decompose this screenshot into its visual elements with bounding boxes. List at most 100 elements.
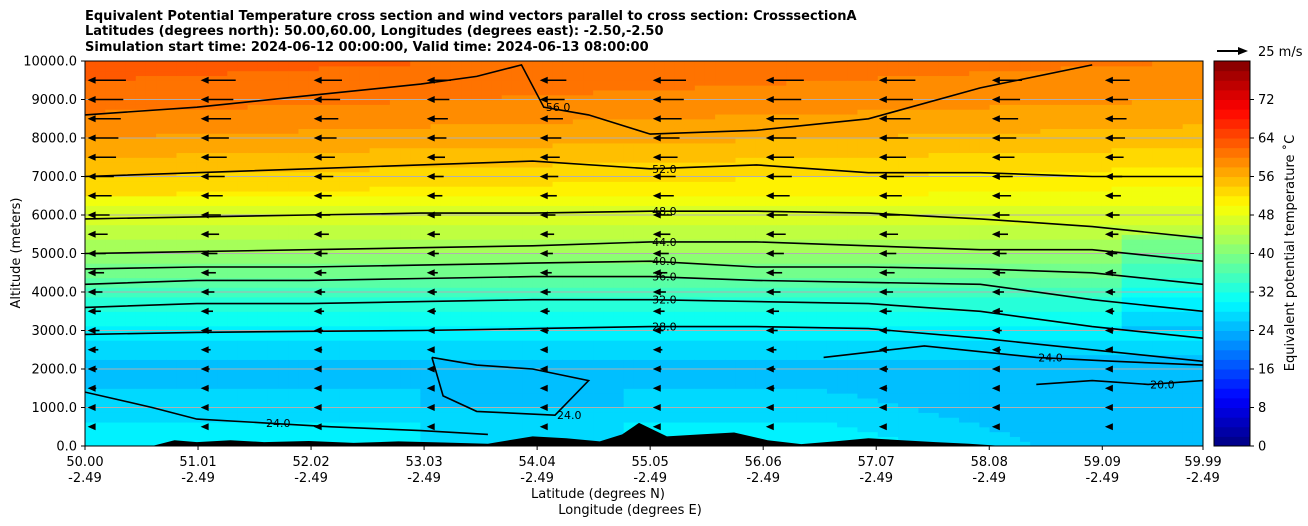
field-cell: [511, 421, 523, 428]
field-cell: [166, 436, 178, 442]
field-cell: [440, 123, 452, 129]
field-cell: [196, 369, 208, 375]
field-cell: [389, 89, 401, 96]
field-cell: [298, 147, 310, 154]
field-cell: [379, 272, 391, 279]
field-cell: [288, 229, 300, 235]
field-cell: [257, 219, 269, 226]
field-cell: [715, 325, 726, 332]
field-cell: [125, 397, 137, 404]
field-cell: [339, 99, 350, 105]
field-cell: [440, 393, 452, 399]
field-cell: [379, 138, 391, 144]
field-cell: [420, 431, 432, 437]
field-cell: [532, 253, 543, 259]
field-cell: [552, 369, 564, 375]
field-cell: [278, 359, 289, 365]
field-cell: [501, 340, 513, 346]
field-cell: [328, 325, 340, 332]
field-cell: [145, 104, 157, 110]
field-cell: [328, 118, 340, 125]
field-cell: [532, 75, 543, 81]
field-cell: [95, 65, 106, 72]
field-cell: [400, 118, 411, 125]
field-cell: [115, 373, 127, 380]
field-cell: [227, 388, 239, 394]
field-cell: [522, 320, 533, 327]
field-cell: [278, 152, 289, 158]
field-cell: [481, 181, 493, 187]
field-cell: [369, 162, 381, 168]
field-cell: [135, 219, 147, 226]
field-cell: [278, 325, 289, 332]
field-cell: [379, 133, 391, 139]
field-cell: [471, 171, 482, 178]
field-cell: [379, 325, 391, 332]
field-cell: [491, 378, 503, 385]
field-cell: [135, 364, 147, 370]
field-cell: [196, 253, 208, 259]
field-cell: [471, 344, 482, 351]
field-cell: [328, 215, 340, 221]
field-cell: [654, 263, 665, 269]
field-cell: [125, 224, 137, 231]
field-cell: [572, 426, 584, 433]
field-cell: [461, 320, 472, 327]
field-cell: [400, 85, 411, 91]
field-cell: [206, 118, 218, 125]
field-cell: [491, 65, 503, 72]
field-cell: [511, 104, 523, 110]
field-cell: [511, 157, 523, 163]
field-cell: [613, 147, 625, 154]
field-cell: [318, 200, 330, 206]
field-cell: [186, 335, 198, 341]
field-cell: [430, 330, 442, 336]
field-cell: [257, 397, 269, 404]
field-cell: [135, 133, 147, 139]
field-cell: [674, 267, 686, 274]
field-cell: [562, 61, 574, 67]
field-cell: [400, 316, 411, 322]
field-cell: [613, 152, 625, 158]
field-cell: [237, 70, 249, 77]
field-cell: [542, 176, 554, 182]
field-cell: [186, 162, 198, 168]
field-cell: [623, 157, 635, 163]
field-cell: [145, 205, 157, 211]
field-cell: [115, 287, 127, 293]
field-cell: [532, 104, 543, 110]
field-cell: [430, 147, 442, 154]
field-cell: [359, 421, 371, 428]
field-cell: [471, 113, 482, 120]
field-cell: [369, 311, 381, 317]
field-cell: [583, 200, 594, 206]
field-cell: [694, 253, 706, 259]
field-cell: [532, 383, 543, 389]
field-cell: [145, 85, 157, 91]
field-cell: [674, 253, 686, 259]
field-cell: [704, 99, 716, 105]
field-cell: [257, 75, 269, 81]
field-cell: [257, 431, 269, 437]
field-cell: [471, 397, 482, 404]
field-cell: [410, 369, 421, 375]
field-cell: [684, 75, 696, 81]
field-cell: [105, 296, 117, 303]
field-cell: [593, 402, 604, 409]
field-cell: [542, 373, 554, 380]
field-cell: [593, 224, 604, 231]
field-cell: [511, 292, 523, 298]
field-cell: [247, 272, 259, 279]
field-cell: [633, 316, 645, 322]
field-cell: [704, 61, 716, 67]
field-cell: [298, 75, 310, 81]
field-cell: [328, 210, 340, 216]
field-cell: [379, 229, 391, 235]
field-cell: [674, 258, 686, 264]
field-cell: [410, 128, 421, 134]
field-cell: [440, 99, 452, 105]
field-cell: [471, 311, 482, 317]
field-cell: [217, 378, 228, 385]
field-cell: [85, 234, 96, 240]
field-cell: [481, 248, 493, 255]
